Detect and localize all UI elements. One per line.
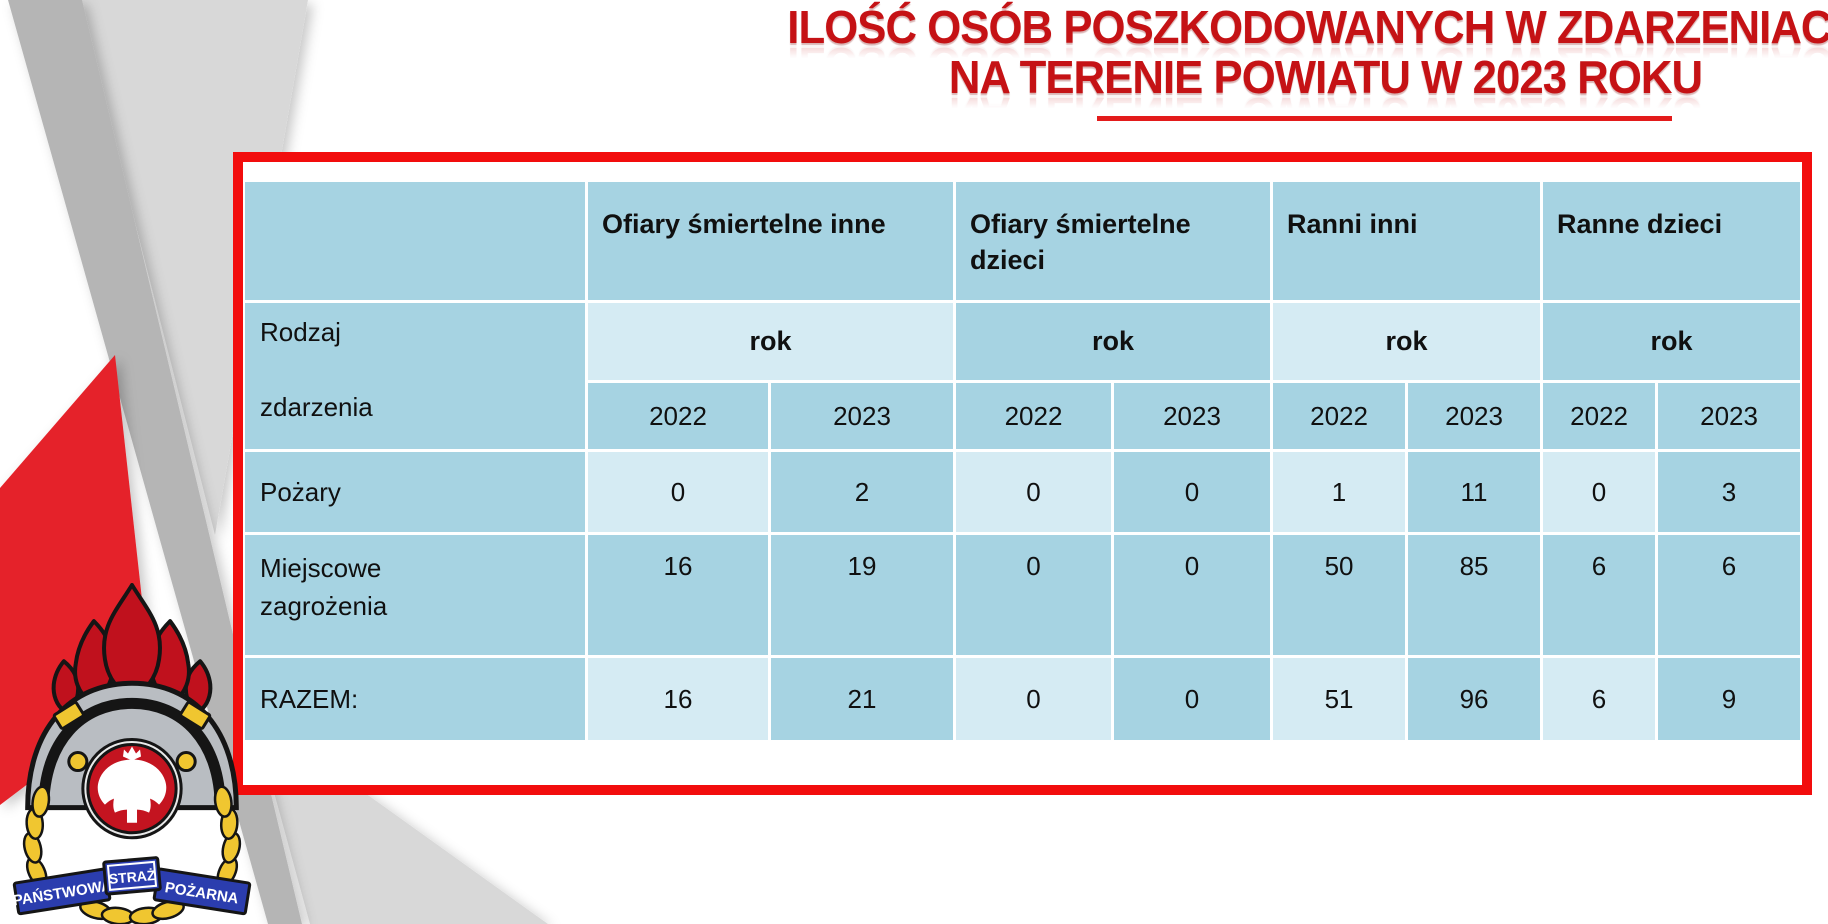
value-cell: 9 [1658,658,1801,740]
year-cell: 2022 [1273,383,1406,449]
title-line-1-text: ILOŚĆ OSÓB POSZKODOWANYCH W ZDARZENIACH [787,1,1828,53]
flames-icon [51,583,213,713]
year-cell: 2023 [1114,383,1271,449]
psp-fire-service-logo: PAŃSTWOWA POŻARNA STRAŻ [12,583,252,924]
value-cell: 6 [1543,658,1656,740]
value-cell: 96 [1408,658,1541,740]
title-line-2-text: NA TERENIE POWIATU W 2023 ROKU [948,51,1702,103]
value-cell: 0 [588,452,768,532]
ribbon-left: PAŃSTWOWA [12,867,113,916]
value-cell: 0 [1114,535,1271,655]
row-label-miejscowe-text: Miejscowe zagrożenia [260,553,388,621]
rok-cell-g1: rok [588,303,954,380]
row-header-line-1: Rodzaj [260,317,341,347]
value-cell: 0 [1543,452,1656,532]
value-cell: 85 [1408,535,1541,655]
trumpet-left [67,750,89,773]
year-cell: 2023 [1408,383,1541,449]
year-cell: 2023 [771,383,954,449]
header-row: Ofiary śmiertelne inne Ofiary śmiertelne… [245,182,1801,300]
value-cell: 11 [1408,452,1541,532]
rok-row: Rodzaj zdarzenia rok rok rok rok [245,303,1801,449]
value-cell: 3 [1658,452,1801,532]
rok-cell-g2: rok [956,303,1271,380]
year-cell: 2022 [1543,383,1656,449]
title-underline [1097,116,1672,121]
row-label-razem: RAZEM: [245,658,585,740]
rok-cell-g3: rok [1273,303,1541,380]
gray-wedge-top [78,0,308,535]
casualties-table: Ofiary śmiertelne inne Ofiary śmiertelne… [242,179,1803,743]
slide-title: ILOŚĆ OSÓB POSZKODOWANYCH W ZDARZENIACH … [745,2,1828,102]
helmet-buckle-left [52,700,85,730]
value-cell: 6 [1543,535,1656,655]
value-cell: 16 [588,535,768,655]
casualties-table-frame: Ofiary śmiertelne inne Ofiary śmiertelne… [233,152,1812,795]
row-label-pozary: Pożary [245,452,585,532]
value-cell: 50 [1273,535,1406,655]
row-razem: RAZEM: 16 21 0 0 51 96 6 9 [245,658,1801,740]
value-cell: 1 [1273,452,1406,532]
value-cell: 0 [956,452,1112,532]
value-cell: 19 [771,535,954,655]
ribbon-center: STRAŻ [102,856,162,896]
row-miejscowe-zagrozenia: Miejscowe zagrożenia 16 19 0 0 50 85 6 6 [245,535,1801,655]
title-line-1: ILOŚĆ OSÓB POSZKODOWANYCH W ZDARZENIACH [745,2,1828,52]
group-header-ranni-inni: Ranni inni [1273,182,1541,300]
value-cell: 0 [956,535,1112,655]
ribbon-center-text: STRAŻ [108,867,156,887]
year-cell: 2022 [588,383,768,449]
group-header-ranne-dzieci: Ranne dzieci [1543,182,1801,300]
value-cell: 51 [1273,658,1406,740]
eagle-icon [97,746,167,823]
trumpet-right [175,750,197,773]
value-cell: 21 [771,658,954,740]
year-cell: 2023 [1658,383,1801,449]
year-cell: 2022 [956,383,1112,449]
row-pozary: Pożary 0 2 0 0 1 11 0 3 [245,452,1801,532]
title-line-2: NA TERENIE POWIATU W 2023 ROKU [745,52,1828,102]
value-cell: 6 [1658,535,1801,655]
gray-band [8,0,302,924]
value-cell: 16 [588,658,768,740]
row-label-miejscowe: Miejscowe zagrożenia [245,535,585,655]
rok-cell-g4: rok [1543,303,1801,380]
helmet-strap [38,697,226,808]
group-header-ofiary-dzieci: Ofiary śmiertelne dzieci [956,182,1271,300]
value-cell: 0 [1114,452,1271,532]
value-cell: 2 [771,452,954,532]
row-header-line-2: zdarzenia [260,392,373,422]
value-cell: 0 [956,658,1112,740]
row-header-rodzaj-zdarzenia: Rodzaj zdarzenia [245,303,585,449]
helmet-buckle-right [179,700,212,730]
years-row: 2022 2023 2022 2023 2022 2023 2022 2023 [245,383,1801,449]
corner-cell [245,182,585,300]
value-cell: 0 [1114,658,1271,740]
group-header-ofiary-inne: Ofiary śmiertelne inne [588,182,954,300]
